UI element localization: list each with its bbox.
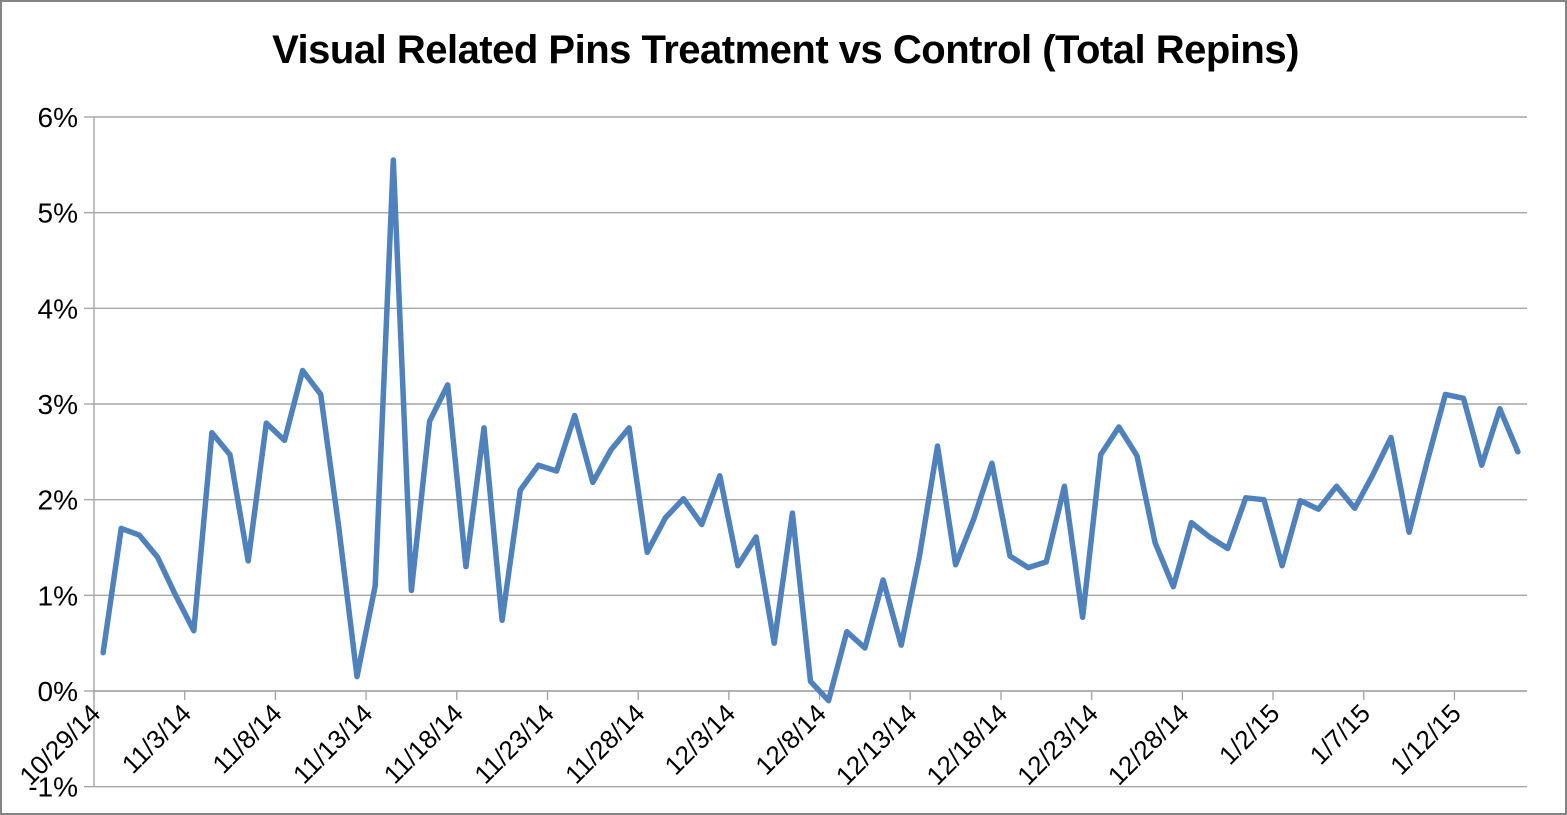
- x-tick-label: 11/8/14: [206, 698, 287, 779]
- y-tick-label: 0%: [38, 676, 78, 707]
- y-tick-label: -1%: [28, 772, 78, 803]
- y-tick-label: 5%: [38, 198, 78, 229]
- chart-title: Visual Related Pins Treatment vs Control…: [272, 28, 1299, 72]
- x-tick-label: 11/28/14: [559, 698, 650, 789]
- x-tick-label: 1/7/15: [1304, 698, 1376, 770]
- x-tick-label: 11/23/14: [468, 698, 559, 789]
- x-tick-label: 12/18/14: [920, 698, 1013, 791]
- x-tick-label: 12/23/14: [1011, 698, 1104, 791]
- y-tick-label: 3%: [38, 389, 78, 420]
- y-tick-label: 1%: [38, 580, 78, 611]
- x-tick-label: 11/18/14: [378, 698, 469, 789]
- x-tick-label: 12/13/14: [830, 698, 923, 791]
- x-tick-label: 1/12/15: [1384, 698, 1467, 781]
- y-tick-label: 6%: [38, 102, 78, 133]
- x-tick-label: 12/28/14: [1102, 698, 1195, 791]
- x-tick-label: 1/2/15: [1213, 698, 1285, 770]
- y-tick-label: 4%: [38, 293, 78, 324]
- x-tick-label: 11/3/14: [116, 698, 197, 779]
- y-tick-label: 2%: [38, 485, 78, 516]
- series-line: [100, 157, 1521, 704]
- x-tick-label: 11/13/14: [287, 698, 378, 789]
- x-tick-label: 12/3/14: [659, 698, 742, 781]
- x-tick-label: 12/8/14: [749, 698, 832, 781]
